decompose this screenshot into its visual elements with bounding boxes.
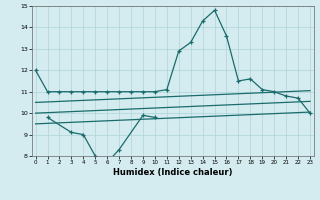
X-axis label: Humidex (Indice chaleur): Humidex (Indice chaleur) — [113, 168, 233, 177]
